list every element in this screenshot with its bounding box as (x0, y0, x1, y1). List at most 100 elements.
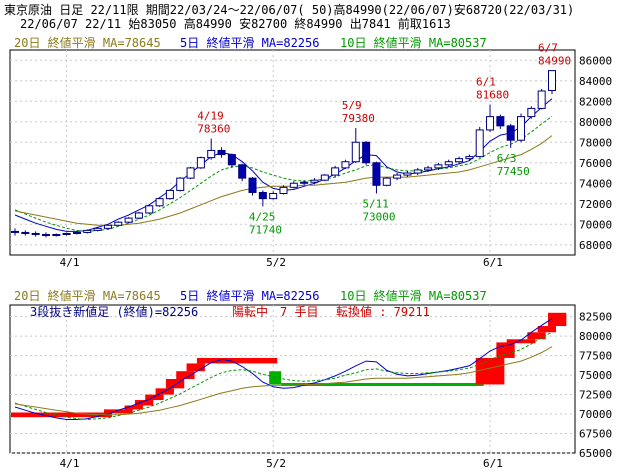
candle-body (506, 125, 515, 141)
brick-up (548, 312, 567, 327)
y-tick-label: 75000 (579, 369, 612, 382)
candle-body (114, 221, 123, 226)
candle-body (444, 161, 453, 166)
brick-down (269, 371, 282, 385)
brick-up (527, 332, 546, 340)
annotation-value: 81680 (476, 89, 509, 102)
legend-bottom-ma20: 20日 終値平滑 MA=78645 (14, 288, 161, 303)
candle-body (372, 162, 381, 186)
brick-up (165, 379, 185, 389)
y-tick-label: 72000 (579, 198, 612, 211)
candle-body (403, 172, 412, 176)
bottom-y-ticks: 82500 80000 77500 75000 72500 70000 67500 65000 (579, 311, 612, 460)
candle-body (351, 141, 360, 163)
candle-body (62, 232, 71, 236)
candle-body (52, 234, 61, 237)
candle-body (134, 212, 143, 219)
brick-up (124, 405, 143, 410)
candle-body (362, 141, 371, 164)
candle-body (83, 229, 92, 233)
legend-top-ma10: 10日 終値平滑 MA=80537 (340, 35, 487, 50)
brick-up (145, 394, 164, 401)
y-tick-label: 74000 (579, 177, 612, 190)
bottom-bricks (11, 312, 567, 418)
annotation-value: 79380 (342, 112, 375, 125)
candle-body (186, 167, 195, 179)
y-tick-label: 70000 (579, 218, 612, 231)
annotation-date: 6/7 (538, 42, 558, 55)
candle-body (207, 149, 216, 159)
brick-up (196, 357, 278, 364)
candle-body (486, 116, 495, 131)
candle-body (310, 179, 319, 183)
annotation-value: 77450 (497, 165, 530, 178)
brick-up (537, 326, 556, 333)
candle-body (300, 181, 309, 184)
brick-up (176, 371, 195, 379)
x-tick-label: 4/1 (60, 256, 80, 269)
annotation-value: 84990 (538, 55, 571, 68)
candle-body (434, 164, 443, 169)
x-tick-label: 4/1 (60, 457, 80, 470)
candle-body (289, 182, 298, 188)
y-tick-label: 80000 (579, 116, 612, 129)
candle-body (217, 149, 226, 156)
annotation-date: 6/1 (476, 76, 496, 89)
top-x-ticks: 4/1 5/2 6/1 (60, 256, 503, 269)
candle-body (548, 70, 556, 91)
candle-body (496, 116, 505, 127)
annotation-value: 73000 (362, 211, 395, 224)
candle-body (341, 161, 350, 169)
candle-body (279, 186, 288, 195)
candle-body (393, 174, 402, 179)
annotation-value: 78360 (197, 123, 230, 136)
candle-body (320, 174, 329, 181)
y-tick-label: 76000 (579, 157, 612, 170)
candle-body (331, 167, 340, 176)
ma-line-10 (14, 115, 553, 232)
y-tick-label: 68000 (579, 239, 612, 252)
y-tick-label: 82500 (579, 311, 612, 324)
header-line-1: 東京原油 日足 22/11限 期間22/03/24～22/06/07( 50)高… (4, 2, 574, 17)
y-tick-label: 86000 (579, 54, 612, 67)
candle-body (103, 224, 112, 229)
candle-body (165, 189, 174, 200)
brick-up (506, 339, 536, 344)
candle-body (31, 232, 40, 236)
x-tick-label: 5/2 (266, 256, 286, 269)
candle-body (72, 231, 81, 234)
candle-body (248, 177, 257, 193)
y-tick-label: 84000 (579, 75, 612, 88)
legend-top-ma20: 20日 終値平滑 MA=78645 (14, 35, 161, 50)
y-tick-label: 80000 (579, 330, 612, 343)
brick-up (103, 409, 133, 414)
brick-up (134, 400, 154, 406)
legend-top-ma5: 5日 終値平滑 MA=82256 (180, 35, 319, 50)
brick-up (11, 412, 112, 418)
bottom-x-ticks: 4/1 5/2 6/1 (60, 457, 503, 470)
candle-body (424, 167, 433, 171)
candle-body (258, 191, 267, 200)
top-candles (11, 70, 556, 238)
y-tick-label: 78000 (579, 136, 612, 149)
y-tick-label: 70000 (579, 408, 612, 421)
candle-body (475, 129, 484, 158)
annotation-date: 5/11 (362, 198, 389, 211)
annotation-date: 6/3 (497, 152, 517, 165)
kagi-switch: 転換値 : 79211 (336, 304, 430, 319)
candle-body (11, 230, 19, 233)
y-tick-label: 82000 (579, 95, 612, 108)
candle-body (227, 154, 236, 166)
candle-body (196, 157, 205, 169)
candle-body (93, 227, 102, 231)
kagi-info: 3段抜き新値足 (終値)=82256 (30, 304, 198, 319)
annotation-date: 4/25 (249, 210, 276, 223)
candle-body (41, 234, 50, 237)
y-tick-label: 65000 (579, 447, 612, 460)
x-tick-label: 6/1 (483, 256, 503, 269)
candle-body (124, 217, 133, 223)
candle-body (155, 198, 164, 207)
legend-bottom-ma5: 5日 終値平滑 MA=82256 (180, 288, 319, 303)
annotation-value: 71740 (249, 223, 282, 236)
